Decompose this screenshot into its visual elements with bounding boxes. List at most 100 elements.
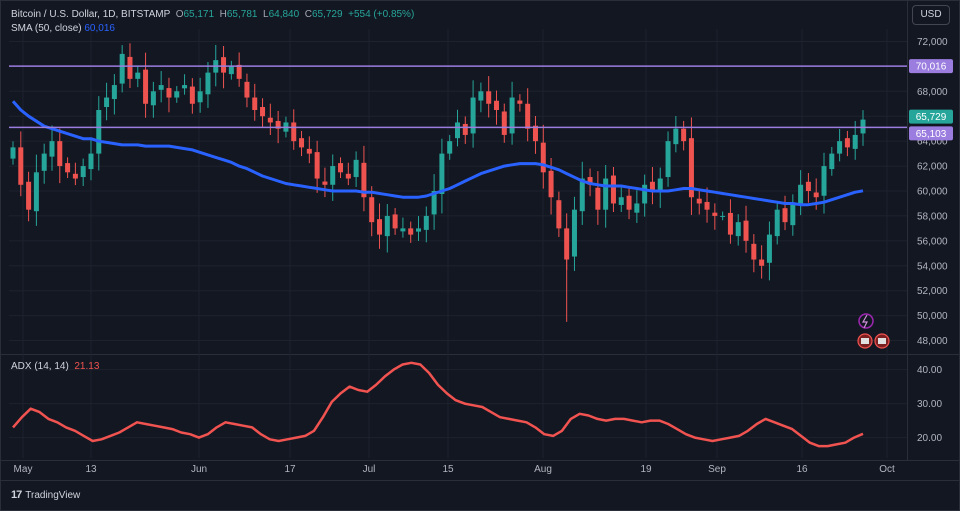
- price-tick-label: 54,000: [917, 261, 948, 272]
- candle-body: [470, 97, 476, 134]
- sma-legend[interactable]: SMA (50, close) 60,016: [11, 23, 115, 34]
- candle-body: [486, 91, 492, 104]
- candle-body: [688, 138, 694, 198]
- candle-body: [564, 228, 570, 260]
- candle-body: [252, 97, 258, 110]
- time-tick-label: 17: [284, 464, 296, 475]
- candle-body: [610, 175, 616, 204]
- candle-body: [712, 212, 718, 216]
- candle-body: [720, 215, 726, 217]
- time-tick-label: Sep: [708, 464, 726, 475]
- price-tick-label: 58,000: [917, 211, 948, 222]
- time-tick-label: 15: [442, 464, 454, 475]
- candle-body: [649, 181, 655, 191]
- candle-body: [681, 128, 687, 142]
- candle-body: [805, 181, 811, 191]
- candle-body: [260, 107, 266, 117]
- candle-body: [408, 228, 414, 235]
- symbol-title: Bitcoin / U.S. Dollar, 1D, BITSTAMP: [11, 9, 171, 20]
- candle-body: [267, 117, 273, 123]
- adx-legend[interactable]: ADX (14, 14) 21.13: [11, 361, 99, 372]
- candle-body: [33, 172, 39, 212]
- adx-tick-label: 20.00: [917, 433, 942, 444]
- candle-body: [603, 178, 609, 210]
- candle-body: [291, 122, 297, 142]
- adx-label: ADX (14, 14): [11, 361, 69, 372]
- adx-line: [12, 361, 864, 448]
- candle-body: [361, 162, 367, 198]
- candle-body: [423, 215, 429, 230]
- price-tick-label: 56,000: [917, 236, 948, 247]
- candle-body: [244, 81, 250, 98]
- candle-body: [735, 222, 741, 237]
- price-axis-tag: [909, 59, 953, 74]
- candle-body: [532, 125, 538, 142]
- candle-body: [704, 201, 710, 210]
- candle-body: [595, 187, 601, 210]
- candle-body: [501, 111, 507, 135]
- price-tick-label: 62,000: [917, 162, 948, 173]
- candle-body: [696, 198, 702, 204]
- candle-body: [673, 128, 679, 145]
- candle-body: [759, 259, 765, 266]
- candle-body: [509, 97, 515, 134]
- candle-body: [143, 69, 149, 104]
- candle-body: [642, 184, 648, 204]
- candle-body: [57, 141, 63, 167]
- price-tick-label: 68,000: [917, 87, 948, 98]
- candle-body: [228, 66, 234, 75]
- candle-body: [322, 181, 328, 185]
- candle-body: [618, 197, 624, 205]
- candle-body: [158, 85, 164, 90]
- candle-body: [821, 166, 827, 196]
- price-tick-label: 64,000: [917, 137, 948, 148]
- candle-body: [813, 192, 819, 198]
- close-value: 65,729: [311, 9, 343, 20]
- candle-body: [182, 85, 188, 89]
- candle-body: [299, 138, 305, 148]
- lightning-event-icon: [858, 313, 874, 329]
- price-axis-tag-label: 70,016: [916, 62, 947, 73]
- candle-body: [166, 88, 172, 98]
- candle-body: [798, 184, 804, 204]
- sma-line: [11, 100, 864, 207]
- candle-body: [338, 163, 344, 173]
- candle-body: [400, 228, 406, 232]
- candles-group: [10, 43, 866, 322]
- candle-body: [782, 208, 788, 223]
- candle-body: [571, 209, 577, 257]
- candle-body: [306, 148, 312, 154]
- currency-button[interactable]: USD: [912, 5, 950, 25]
- candle-body: [392, 214, 398, 229]
- candle-body: [540, 142, 546, 173]
- price-axis-tag-label: 65,103: [916, 129, 947, 140]
- candle-body: [587, 177, 593, 185]
- candle-body: [314, 152, 320, 179]
- candle-body: [774, 209, 780, 237]
- time-tick-label: May: [14, 464, 33, 475]
- candle-body: [439, 153, 445, 194]
- tradingview-brand: TradingView: [25, 489, 81, 501]
- candle-body: [517, 100, 523, 104]
- symbol-legend[interactable]: Bitcoin / U.S. Dollar, 1D, BITSTAMP O65,…: [11, 9, 414, 20]
- price-tick-label: 60,000: [917, 187, 948, 198]
- candle-body: [369, 197, 375, 223]
- price-axis-tag-label: 65,729: [916, 112, 947, 123]
- candle-body: [837, 141, 843, 154]
- candle-body: [431, 191, 437, 215]
- tradingview-watermark: 17 TradingView: [11, 489, 80, 501]
- candle-body: [844, 138, 850, 148]
- candle-body: [10, 147, 16, 159]
- candle-body: [790, 203, 796, 226]
- high-label: H: [219, 9, 227, 20]
- close-label: C: [304, 9, 312, 20]
- candle-body: [150, 91, 156, 106]
- candle-body: [743, 220, 749, 241]
- candle-body: [384, 215, 390, 237]
- candle-body: [353, 159, 359, 178]
- candle-body: [727, 212, 733, 235]
- open-value: 65,171: [183, 9, 215, 20]
- price-axis-tag: [909, 126, 953, 141]
- candle-body: [88, 153, 94, 170]
